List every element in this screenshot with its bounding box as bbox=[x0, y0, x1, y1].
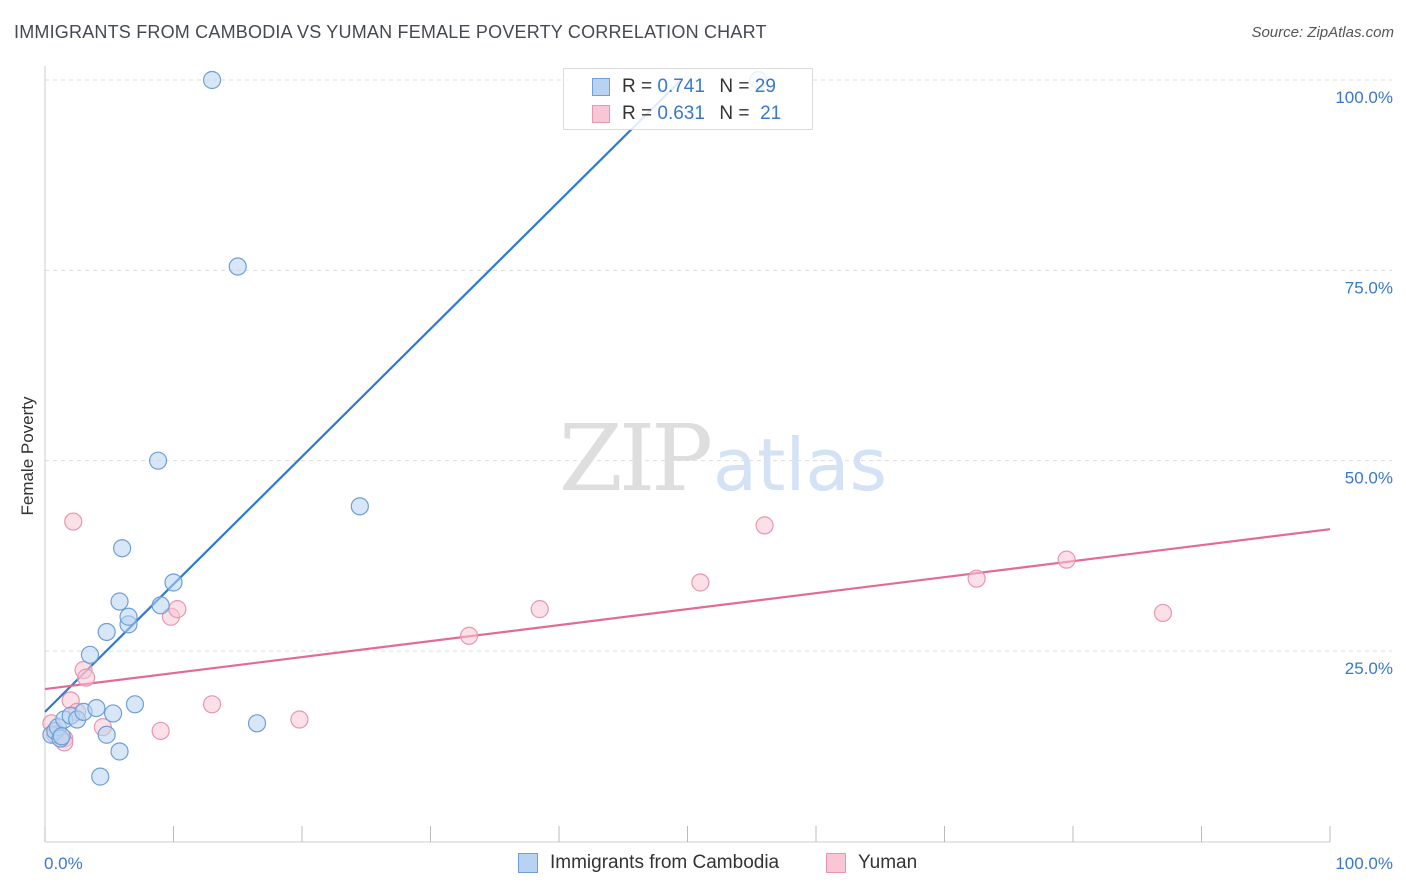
yuman-point bbox=[459, 626, 479, 645]
series-legend-label: Yuman bbox=[858, 852, 918, 873]
yuman-point bbox=[1057, 550, 1076, 569]
data-points bbox=[42, 70, 1173, 786]
source-label: Source: ZipAtlas.com bbox=[1251, 24, 1394, 41]
legend-n-label: N = bbox=[719, 103, 750, 124]
legend-row-yuman: R = 0.631 N = 21 bbox=[564, 101, 781, 127]
yuman-point bbox=[691, 573, 710, 592]
watermark-atlas: atlas bbox=[713, 423, 887, 507]
cambodia-point bbox=[110, 742, 129, 761]
legend-swatch-pink bbox=[592, 105, 610, 123]
y-tick-label: 50.0% bbox=[1345, 469, 1393, 488]
cambodia-point bbox=[110, 592, 129, 611]
series-legend-yuman: Yuman bbox=[826, 852, 917, 874]
series-legend: Immigrants from Cambodia Yuman bbox=[0, 850, 1406, 878]
y-tick-label: 100.0% bbox=[1335, 88, 1393, 107]
yuman-point bbox=[290, 710, 309, 729]
axes bbox=[44, 66, 1331, 843]
yuman-point bbox=[967, 569, 986, 588]
cambodia-point bbox=[97, 725, 116, 744]
cambodia-point bbox=[97, 622, 116, 642]
yuman-point bbox=[151, 721, 170, 741]
stats-legend: R = 0.741 N = 29 R = 0.631 N = 21 bbox=[563, 68, 813, 130]
yuman-point bbox=[530, 600, 549, 619]
gridlines bbox=[45, 79, 1392, 652]
trend-lines bbox=[44, 79, 1331, 713]
cambodia-point bbox=[87, 698, 106, 718]
x-tick-label: 100.0% bbox=[1335, 854, 1393, 873]
cambodia-point bbox=[202, 70, 222, 90]
legend-n-label: N = bbox=[719, 76, 750, 97]
x-tick-label: 0.0% bbox=[44, 854, 83, 873]
cambodia-point bbox=[350, 497, 369, 516]
legend-swatch-blue bbox=[592, 78, 610, 96]
cambodia-point bbox=[247, 714, 267, 733]
cambodia-trend-line bbox=[44, 79, 682, 713]
yuman-trend-line bbox=[44, 528, 1331, 691]
cambodia-point bbox=[80, 645, 100, 664]
cambodia-point bbox=[91, 767, 110, 786]
cambodia-point bbox=[104, 704, 123, 723]
watermark: ZIP atlas bbox=[559, 405, 887, 512]
legend-n-value: 29 bbox=[754, 76, 776, 97]
y-tick-label: 75.0% bbox=[1345, 278, 1393, 297]
legend-n-value: 21 bbox=[760, 103, 782, 124]
yuman-point bbox=[755, 516, 774, 535]
chart-title: IMMIGRANTS FROM CAMBODIA VS YUMAN FEMALE… bbox=[14, 22, 767, 42]
yuman-point bbox=[202, 695, 222, 714]
cambodia-point bbox=[52, 727, 71, 746]
legend-row-cambodia: R = 0.741 N = 29 bbox=[564, 74, 776, 100]
cambodia-point bbox=[119, 607, 138, 626]
yuman-point bbox=[168, 600, 187, 619]
yuman-point bbox=[1153, 603, 1173, 623]
legend-r-label: R = bbox=[622, 103, 653, 124]
cambodia-point bbox=[112, 539, 132, 558]
series-legend-label: Immigrants from Cambodia bbox=[550, 852, 780, 873]
series-swatch-blue bbox=[518, 853, 538, 873]
legend-r-value: 0.631 bbox=[657, 103, 705, 124]
legend-r-label: R = bbox=[622, 76, 653, 97]
series-swatch-pink bbox=[826, 853, 846, 873]
legend-r-value: 0.741 bbox=[657, 76, 705, 97]
y-tick-label: 25.0% bbox=[1345, 659, 1393, 678]
cambodia-point bbox=[228, 257, 247, 276]
yuman-point bbox=[77, 668, 96, 687]
tick-labels: 25.0% 50.0% 75.0% 100.0% 0.0% 100.0% bbox=[44, 88, 1393, 873]
cambodia-point bbox=[151, 596, 170, 615]
yuman-point bbox=[64, 512, 83, 531]
cambodia-point bbox=[148, 451, 168, 470]
series-legend-cambodia: Immigrants from Cambodia bbox=[518, 852, 779, 874]
watermark-zip: ZIP bbox=[559, 405, 710, 512]
cambodia-point bbox=[125, 695, 145, 714]
cambodia-point bbox=[164, 573, 183, 592]
